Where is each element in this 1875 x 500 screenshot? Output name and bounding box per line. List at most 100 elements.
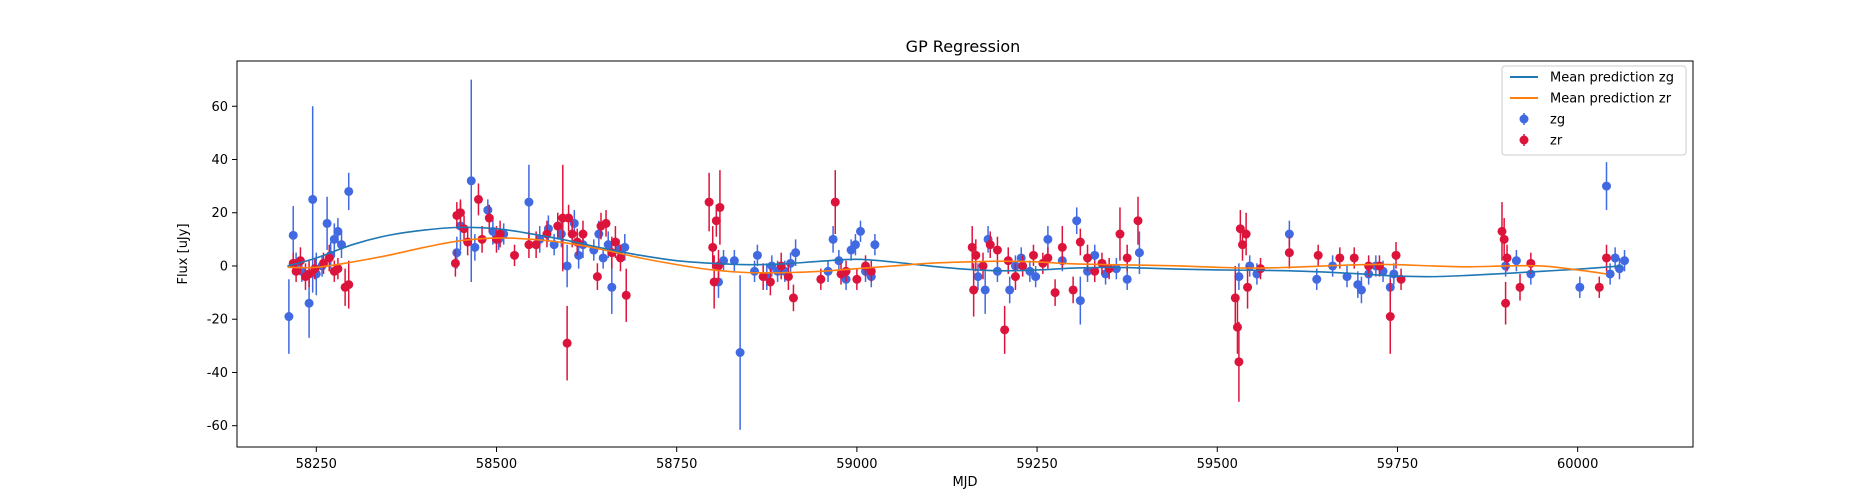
chart-title: GP Regression [906, 37, 1021, 56]
data-point [1111, 264, 1121, 274]
data-point [783, 272, 793, 282]
legend-label: zg [1550, 113, 1565, 128]
data-point [765, 277, 775, 287]
legend-item: Mean prediction zg [1510, 71, 1674, 86]
data-point [1050, 288, 1060, 298]
data-point [1312, 274, 1322, 284]
x-tick-label: 58750 [656, 457, 697, 472]
data-point [304, 298, 314, 308]
legend-marker-swatch [1519, 135, 1529, 145]
data-point [483, 205, 493, 215]
data-point [1057, 242, 1067, 252]
data-point [870, 240, 880, 250]
data-point [1234, 272, 1244, 282]
data-point [284, 312, 294, 322]
data-point [562, 338, 572, 348]
data-point [1028, 250, 1038, 260]
data-point [978, 261, 988, 271]
y-tick-label: 40 [211, 153, 228, 168]
data-point [556, 229, 566, 239]
series-zr [288, 164, 1612, 402]
data-point [1515, 282, 1525, 292]
data-point [1115, 229, 1125, 239]
data-point [1511, 256, 1521, 266]
x-axis-label: MJD [952, 475, 977, 490]
data-point [455, 208, 465, 218]
legend-item: zr [1519, 134, 1563, 149]
data-point [980, 285, 990, 295]
data-point [1025, 266, 1035, 276]
data-point [564, 213, 574, 223]
data-point [607, 282, 617, 292]
data-point [1364, 261, 1374, 271]
data-point [1104, 264, 1114, 274]
data-point [1499, 234, 1509, 244]
data-point [1602, 181, 1612, 191]
y-tick-label: 20 [211, 206, 228, 221]
data-point [452, 248, 462, 258]
plot-frame [236, 60, 1694, 448]
data-point [288, 230, 298, 240]
y-tick-label: 60 [211, 100, 228, 115]
x-tick-label: 59750 [1377, 457, 1418, 472]
data-point [344, 280, 354, 290]
data-point [1232, 322, 1242, 332]
x-tick-label: 58250 [296, 457, 337, 472]
data-point [711, 216, 721, 226]
data-point [1284, 248, 1294, 258]
data-point [1122, 274, 1132, 284]
data-point [1602, 253, 1612, 263]
y-tick-label: -60 [207, 419, 228, 434]
data-point [1374, 261, 1384, 271]
data-point [1122, 253, 1132, 263]
y-tick-label: 0 [220, 259, 228, 274]
data-point [1313, 250, 1323, 260]
data-point [866, 266, 876, 276]
legend: Mean prediction zg Mean prediction zr zg zr [1501, 65, 1687, 156]
data-point [1605, 269, 1615, 279]
data-point [1391, 250, 1401, 260]
data-point [1620, 256, 1630, 266]
data-point [1016, 253, 1026, 263]
data-point [1043, 234, 1053, 244]
legend-marker-swatch [1519, 114, 1529, 124]
data-point [1043, 253, 1053, 263]
data-point [524, 197, 534, 207]
data-point [333, 226, 343, 236]
mean-prediction-line [287, 237, 1607, 275]
data-point [322, 218, 332, 228]
data-point [729, 256, 739, 266]
data-point [1502, 253, 1512, 263]
data-point [615, 253, 625, 263]
legend-label: Mean prediction zr [1550, 92, 1672, 107]
data-point [1389, 269, 1399, 279]
data-point [1010, 272, 1020, 282]
data-point [344, 186, 354, 196]
data-point [592, 272, 602, 282]
data-point [841, 266, 851, 276]
data-point [1072, 216, 1082, 226]
data-point [1234, 357, 1244, 367]
data-point [1018, 261, 1028, 271]
data-point [567, 229, 577, 239]
data-point [715, 202, 725, 212]
data-point [1342, 272, 1352, 282]
data-point [1284, 229, 1294, 239]
data-point [704, 197, 714, 207]
data-point [459, 224, 469, 234]
x-tick-label: 59000 [836, 457, 877, 472]
data-point [291, 266, 301, 276]
data-point [855, 226, 865, 236]
data-point [776, 261, 786, 271]
data-point [1245, 261, 1255, 271]
data-point [531, 240, 541, 250]
data-point [758, 272, 768, 282]
data-point [1075, 237, 1085, 247]
x-axis: 58250 58500 58750 59000 59250 59500 59750 60000 [296, 447, 1598, 472]
plot-area [284, 79, 1630, 430]
data-point [1349, 253, 1359, 263]
data-point [830, 197, 840, 207]
data-point [594, 229, 604, 239]
data-point [1075, 296, 1085, 306]
